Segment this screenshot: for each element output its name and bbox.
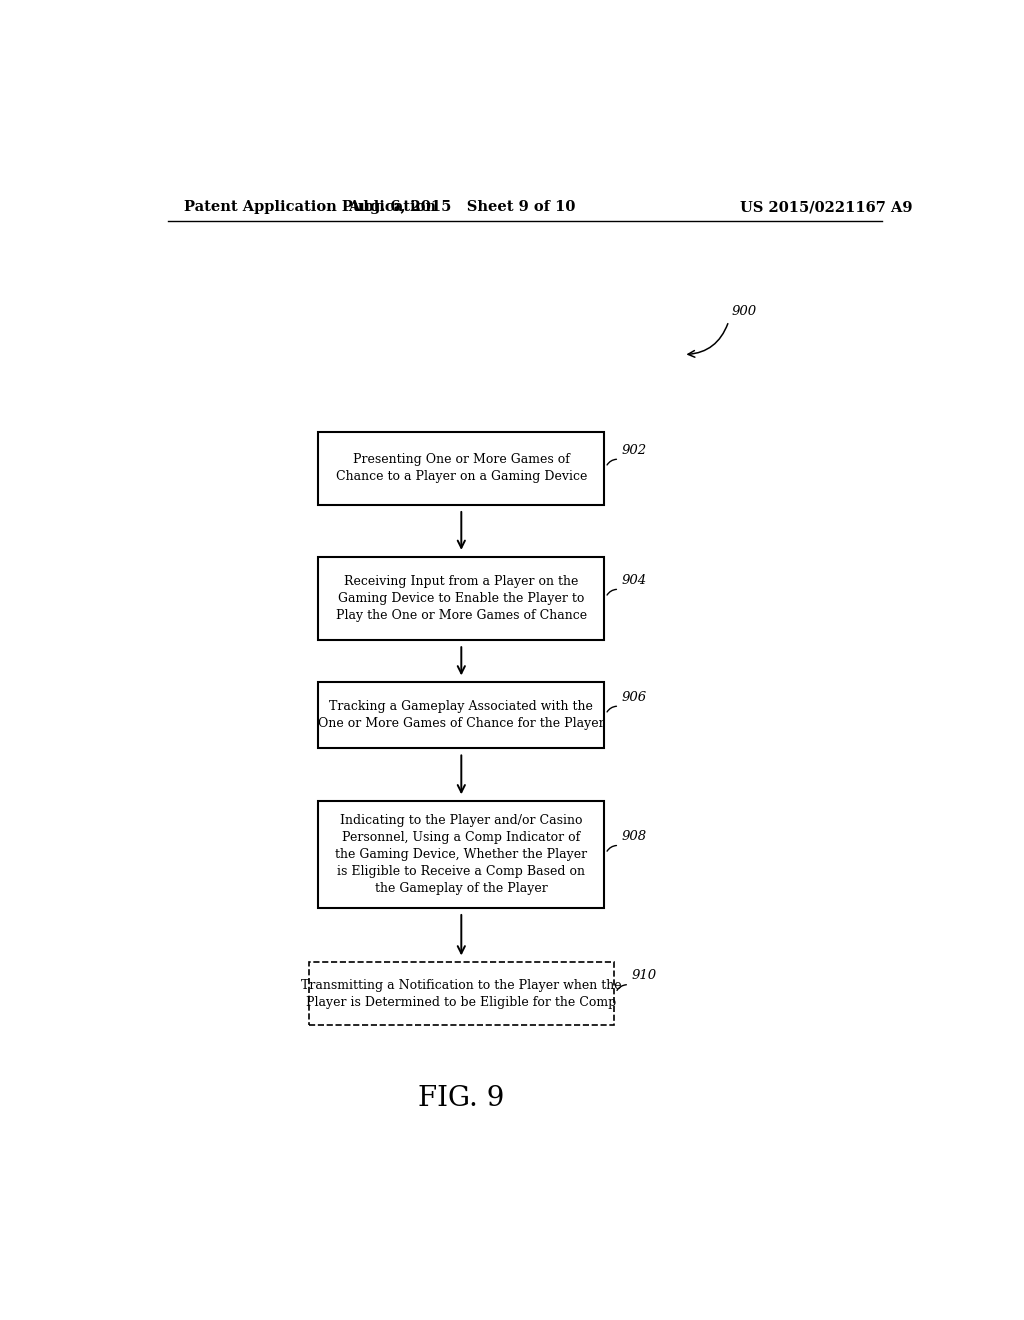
Text: 900: 900 (731, 305, 757, 318)
FancyBboxPatch shape (318, 682, 604, 748)
Text: FIG. 9: FIG. 9 (418, 1085, 505, 1111)
FancyBboxPatch shape (318, 432, 604, 506)
Text: Tracking a Gameplay Associated with the
One or More Games of Chance for the Play: Tracking a Gameplay Associated with the … (318, 701, 604, 730)
Text: 902: 902 (622, 444, 647, 457)
Text: 908: 908 (622, 830, 647, 843)
FancyBboxPatch shape (308, 962, 614, 1026)
FancyBboxPatch shape (318, 557, 604, 640)
Text: 910: 910 (632, 969, 656, 982)
Text: Indicating to the Player and/or Casino
Personnel, Using a Comp Indicator of
the : Indicating to the Player and/or Casino P… (335, 814, 588, 895)
Text: Presenting One or More Games of
Chance to a Player on a Gaming Device: Presenting One or More Games of Chance t… (336, 453, 587, 483)
Text: Transmitting a Notification to the Player when the
Player is Determined to be El: Transmitting a Notification to the Playe… (301, 979, 622, 1008)
Text: Receiving Input from a Player on the
Gaming Device to Enable the Player to
Play : Receiving Input from a Player on the Gam… (336, 576, 587, 622)
Text: US 2015/0221167 A9: US 2015/0221167 A9 (740, 201, 912, 214)
Text: 904: 904 (622, 574, 647, 586)
FancyBboxPatch shape (318, 801, 604, 908)
Text: Patent Application Publication: Patent Application Publication (183, 201, 435, 214)
Text: Aug. 6, 2015   Sheet 9 of 10: Aug. 6, 2015 Sheet 9 of 10 (347, 201, 575, 214)
Text: 906: 906 (622, 690, 647, 704)
